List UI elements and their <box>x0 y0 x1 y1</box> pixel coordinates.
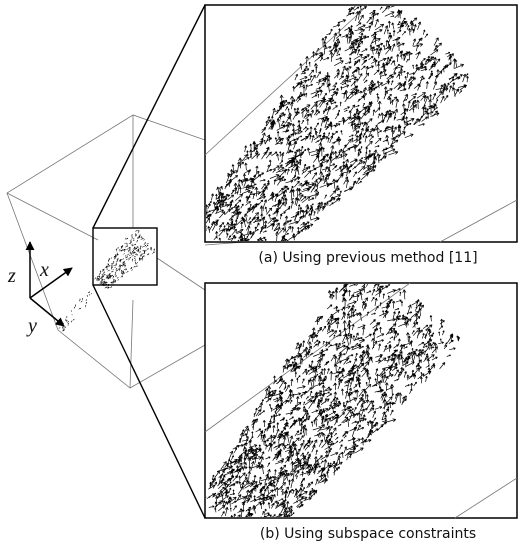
small-particle-cloud <box>59 230 155 331</box>
arrows <box>95 230 155 288</box>
axis-label: z <box>7 265 16 287</box>
axes-triad: z x y <box>7 242 72 337</box>
panel: (b) Using subspace constraints <box>201 252 517 545</box>
arrows <box>59 290 96 331</box>
caption: (a) Using previous method [11] <box>258 250 477 266</box>
caption: (b) Using subspace constraints <box>260 526 476 542</box>
zoom-indicator <box>93 5 205 518</box>
panel: (a) Using previous method [11] <box>199 0 517 274</box>
figure: z x y (a) Using previous method [11] (b)… <box>0 0 518 545</box>
axis-label: y <box>26 315 37 337</box>
axis-label: x <box>39 259 49 281</box>
